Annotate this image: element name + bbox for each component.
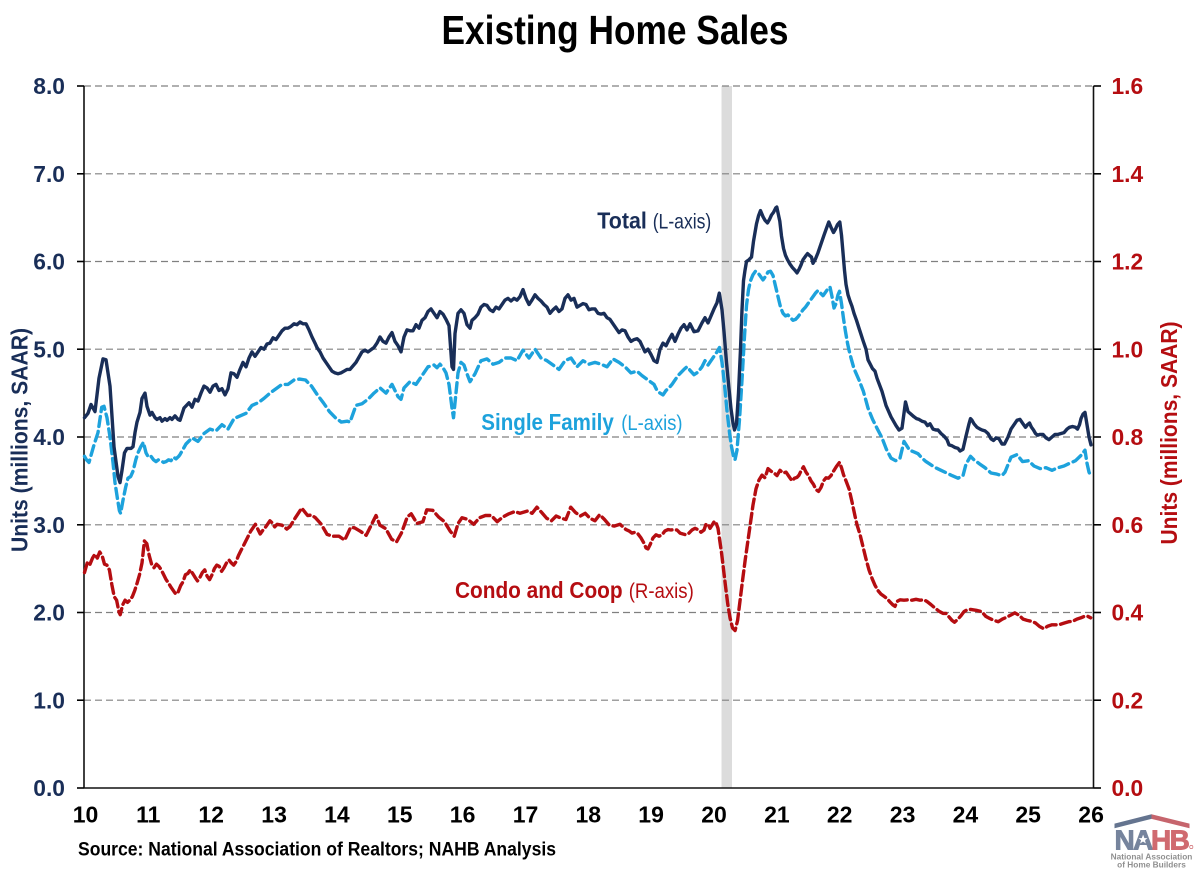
svg-text:3.0: 3.0: [33, 512, 65, 538]
svg-text:HB: HB: [1151, 825, 1189, 856]
svg-text:Condo and Coop: Condo and Coop: [455, 577, 623, 603]
svg-text:Total: Total: [597, 208, 647, 234]
svg-text:0.0: 0.0: [33, 775, 65, 801]
svg-text:13: 13: [261, 802, 287, 828]
svg-text:20: 20: [701, 802, 727, 828]
svg-text:12: 12: [198, 802, 224, 828]
svg-text:14: 14: [324, 802, 350, 828]
svg-text:0.4: 0.4: [1112, 600, 1144, 626]
svg-text:1.0: 1.0: [33, 687, 65, 713]
svg-text:1.4: 1.4: [1112, 161, 1144, 187]
svg-text:Source: National Association o: Source: National Association of Realtors…: [78, 839, 556, 861]
svg-text:Units (millions, SAAR): Units (millions, SAAR): [1156, 322, 1182, 545]
svg-text:Single Family: Single Family: [481, 409, 614, 435]
svg-text:15: 15: [387, 802, 413, 828]
svg-text:7.0: 7.0: [33, 161, 65, 187]
svg-text:0.2: 0.2: [1112, 687, 1144, 713]
svg-text:1.0: 1.0: [1112, 336, 1144, 362]
svg-text:6.0: 6.0: [33, 249, 65, 275]
svg-text:18: 18: [576, 802, 602, 828]
svg-text:26: 26: [1078, 802, 1104, 828]
svg-text:16: 16: [450, 802, 476, 828]
svg-text:24: 24: [953, 802, 979, 828]
svg-text:21: 21: [764, 802, 790, 828]
svg-text:5.0: 5.0: [33, 336, 65, 362]
svg-text:0.0: 0.0: [1112, 775, 1144, 801]
svg-text:11: 11: [136, 802, 161, 828]
svg-text:0.6: 0.6: [1112, 512, 1144, 538]
svg-text:10: 10: [73, 802, 99, 828]
svg-text:23: 23: [890, 802, 916, 828]
svg-text:2.0: 2.0: [33, 600, 65, 626]
svg-text:Units (millions, SAAR): Units (millions, SAAR): [7, 328, 33, 552]
svg-text:0.8: 0.8: [1112, 424, 1144, 450]
svg-text:1.2: 1.2: [1112, 249, 1144, 275]
svg-text:(R-axis): (R-axis): [629, 580, 694, 603]
svg-text:1.6: 1.6: [1112, 73, 1144, 99]
svg-text:17: 17: [513, 802, 539, 828]
svg-text:(L-axis): (L-axis): [653, 211, 712, 234]
svg-text:Existing Home Sales: Existing Home Sales: [442, 7, 789, 53]
svg-text:4.0: 4.0: [33, 424, 65, 450]
svg-text:(L-axis): (L-axis): [621, 412, 682, 435]
svg-text:22: 22: [827, 802, 853, 828]
svg-text:19: 19: [638, 802, 664, 828]
svg-text:National Association: National Association: [1111, 852, 1193, 862]
svg-text:of Home Builders: of Home Builders: [1117, 860, 1186, 870]
svg-text:25: 25: [1015, 802, 1041, 828]
svg-text:8.0: 8.0: [33, 73, 65, 99]
svg-text:NA: NA: [1115, 825, 1154, 856]
